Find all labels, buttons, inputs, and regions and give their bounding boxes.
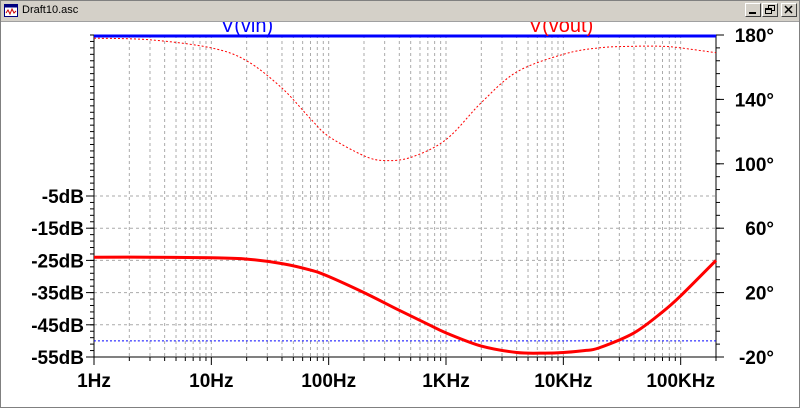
y-tick-label: -15dB — [31, 219, 84, 240]
x-tick-label: 100Hz — [301, 371, 356, 392]
close-button[interactable] — [781, 3, 797, 17]
window-title: Draft10.asc — [22, 4, 79, 16]
x-tick-label: 1KHz — [422, 371, 470, 392]
y2-tick-label: 180° — [735, 26, 774, 47]
trace-label-vout[interactable]: V(vout) — [529, 22, 593, 37]
x-tick-label: 10KHz — [534, 371, 592, 392]
minimize-icon — [749, 12, 756, 14]
minimize-button[interactable] — [745, 3, 761, 17]
y2-tick-label: 60° — [745, 219, 774, 240]
y-tick-label: -55dB — [31, 348, 84, 369]
y2-tick-label: 20° — [745, 284, 774, 305]
restore-icon — [765, 5, 775, 14]
waveform-document-icon — [4, 4, 18, 17]
restore-button[interactable] — [762, 3, 778, 17]
trace-vout-magnitude — [93, 255, 718, 355]
close-icon — [784, 5, 793, 14]
y2-tick-label: 140° — [735, 90, 774, 111]
y-tick-label: -45dB — [31, 316, 84, 337]
x-tick-label: 1Hz — [77, 371, 111, 392]
title-bar[interactable]: Draft10.asc — [1, 1, 799, 22]
plot-grid — [94, 35, 716, 357]
trace-vout-phase — [93, 37, 717, 162]
traces — [93, 37, 718, 355]
x-axis-ticks: 1Hz 10Hz 100Hz 1KHz 10KHz 100KHz — [77, 357, 717, 392]
y-tick-label: -5dB — [42, 187, 84, 208]
waveform-plot[interactable]: V(vin) V(vout) -5dB-15dB-25dB-35dB-45dB-… — [1, 22, 799, 408]
x-tick-label: 10Hz — [189, 371, 233, 392]
y2-tick-label: 100° — [735, 155, 774, 176]
y-tick-label: -25dB — [31, 251, 84, 272]
right-axis-ticks: 180° 140° 100° 60° 20° -20° — [716, 26, 774, 369]
trace-label-vin[interactable]: V(vin) — [221, 22, 273, 37]
y-tick-label: -35dB — [31, 284, 84, 305]
y2-tick-label: -20° — [739, 348, 774, 369]
x-tick-label: 100KHz — [646, 371, 715, 392]
left-axis-ticks: -5dB -15dB -25dB -35dB -45dB -55dB — [31, 34, 94, 369]
